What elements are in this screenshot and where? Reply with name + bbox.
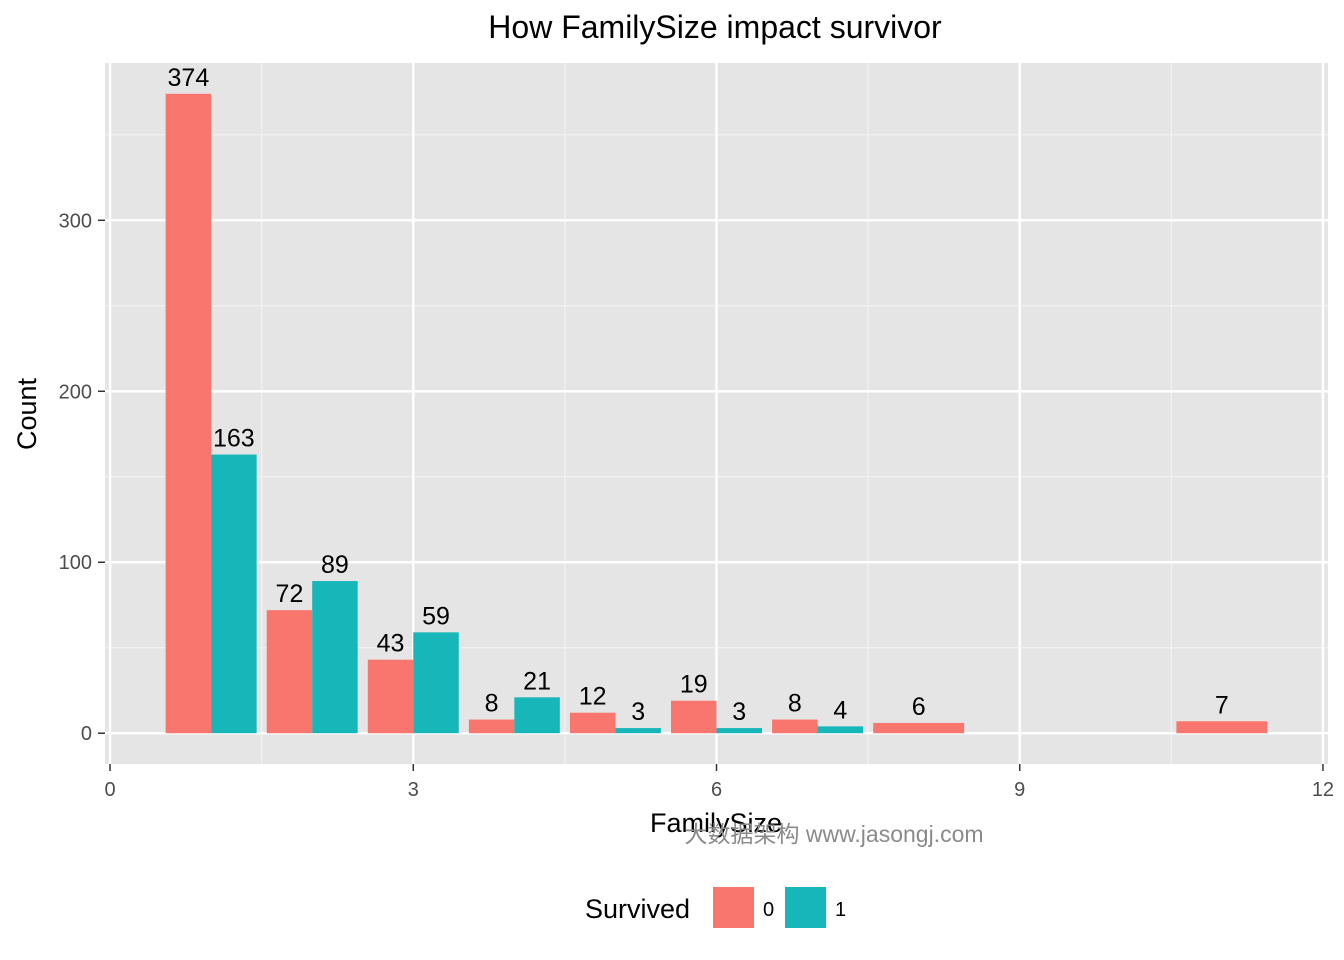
bar-survived-1-size-2 [312, 581, 358, 734]
data-label-survived-1-size-3: 59 [422, 602, 450, 630]
bar-survived-0-size-6 [671, 700, 717, 734]
legend-title: Survived [585, 894, 690, 924]
legend-label-0: 0 [763, 899, 774, 921]
bar-survived-1-size-6 [716, 728, 762, 734]
x-tick-label: 0 [104, 779, 115, 801]
y-tick-label: 0 [81, 723, 92, 745]
data-label-survived-0-size-11: 7 [1215, 691, 1229, 719]
data-label-survived-1-size-7: 4 [833, 696, 847, 724]
data-label-survived-0-size-1: 374 [168, 64, 210, 92]
data-labels: 374 72 43 8 12 19 8 6 7 163 89 59 21 3 3 4 [168, 64, 1229, 726]
bar-survived-0-size-11 [1176, 721, 1268, 734]
bar-survived-0-size-3 [367, 659, 414, 734]
bar-survived-0-size-4 [468, 719, 515, 734]
legend-key-1 [785, 887, 826, 928]
bars [165, 93, 1268, 734]
bar-survived-1-size-5 [615, 728, 661, 734]
data-label-survived-0-size-6: 19 [680, 671, 708, 699]
x-tick-label: 6 [711, 779, 722, 801]
bar-survived-0-size-7 [772, 719, 818, 734]
bar-survived-1-size-4 [514, 697, 560, 734]
x-tick-label: 9 [1014, 779, 1025, 801]
data-label-survived-1-size-6: 3 [732, 698, 746, 726]
bar-survived-0-size-5 [569, 712, 616, 734]
bar-survived-1-size-1 [211, 454, 257, 734]
data-label-survived-0-size-2: 72 [276, 580, 304, 608]
data-label-survived-1-size-2: 89 [321, 551, 349, 579]
data-label-survived-0-size-3: 43 [377, 630, 405, 658]
x-tick-label: 12 [1312, 779, 1334, 801]
data-label-survived-0-size-4: 8 [485, 690, 499, 718]
legend-label-1: 1 [835, 899, 846, 921]
y-tick-label: 100 [59, 552, 92, 574]
bar-survived-1-size-7 [817, 726, 864, 734]
legend-key-0 [713, 887, 754, 928]
data-label-survived-0-size-5: 12 [579, 683, 607, 711]
bar-survived-0-size-2 [266, 610, 313, 734]
watermark-text: 大数据架构 www.jasongj.com [684, 821, 983, 847]
x-axis-title: FamilySize [650, 808, 782, 838]
axes: 0 3 6 9 12 0 100 200 300 [59, 210, 1334, 801]
data-label-survived-0-size-8: 6 [912, 693, 926, 721]
bar-survived-0-size-1 [165, 93, 212, 734]
data-label-survived-1-size-5: 3 [631, 698, 645, 726]
y-tick-label: 200 [59, 381, 92, 403]
y-axis-title: Count [12, 377, 42, 450]
bar-survived-0-size-8 [873, 722, 965, 734]
data-label-survived-1-size-4: 21 [523, 667, 551, 695]
y-tick-label: 300 [59, 210, 92, 232]
data-label-survived-0-size-7: 8 [788, 690, 802, 718]
data-label-survived-1-size-1: 163 [213, 425, 255, 453]
chart-title: How FamilySize impact survivor [488, 9, 942, 45]
bar-survived-1-size-3 [413, 632, 459, 734]
x-tick-label: 3 [408, 779, 419, 801]
